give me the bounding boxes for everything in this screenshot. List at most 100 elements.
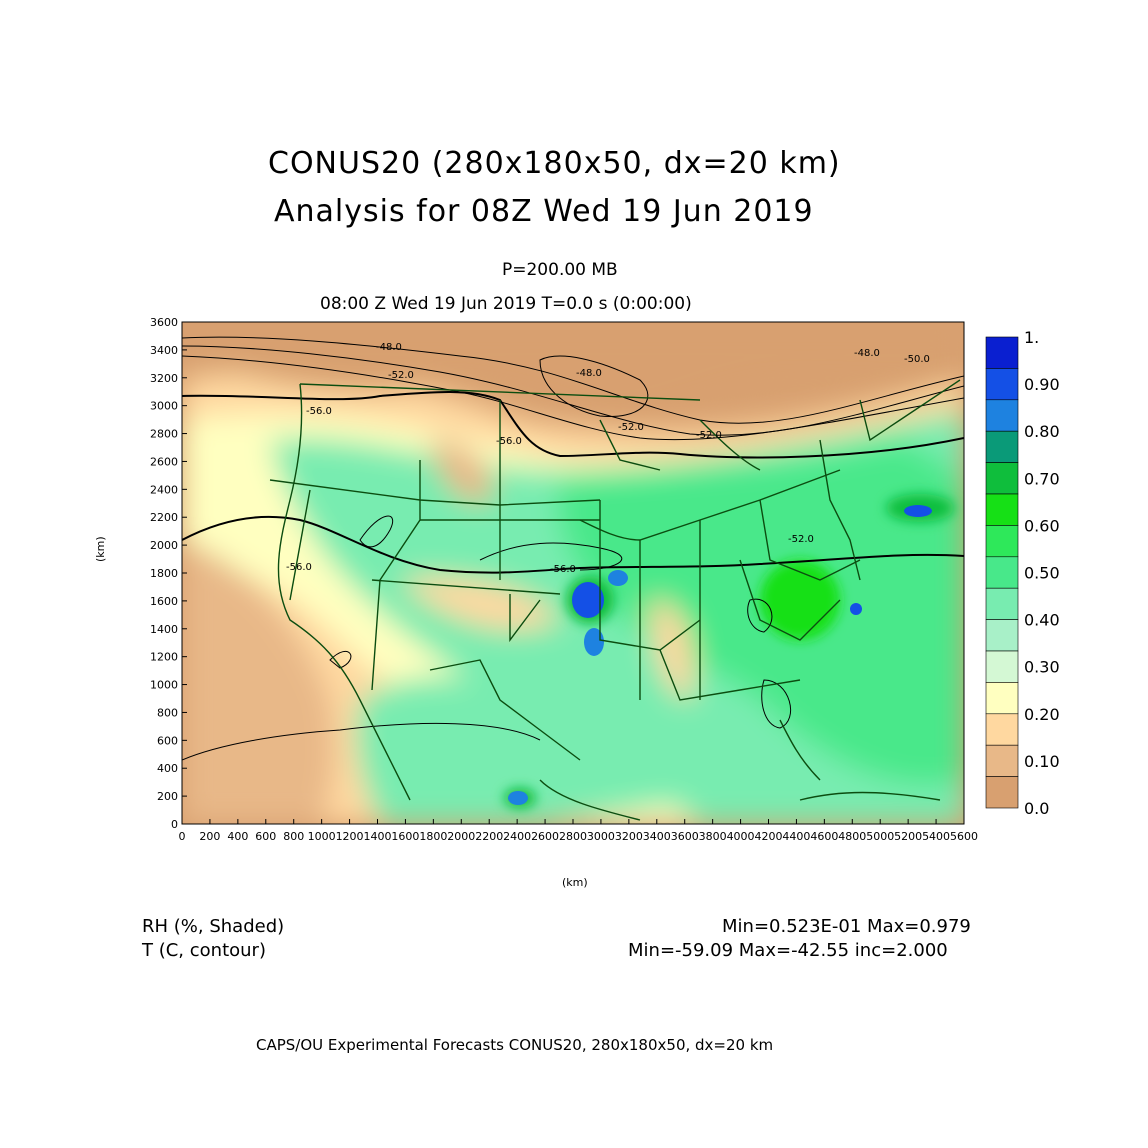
x-tick-label: 3800 [699,830,727,843]
x-tick-label: 5400 [922,830,950,843]
shaded-field-name: RH (%, Shaded) [142,916,285,937]
y-axis-unit: (km) [94,536,107,562]
x-tick-label: 2600 [531,830,559,843]
contour-label: -56.0 [286,562,312,573]
contour-field-stats: Min=-59.09 Max=-42.55 inc=2.000 [628,940,948,961]
colorbar: 1. 0.90 0.80 0.70 0.60 0.50 0.40 0.30 0.20 0.10 0.… [985,328,1060,818]
x-tick-label: 3600 [671,830,699,843]
x-tick-label: 1400 [364,830,392,843]
x-tick-label: 3000 [587,830,615,843]
x-tick-label: 4200 [755,830,783,843]
y-tick-label: 1800 [150,567,178,580]
y-tick-label: 2800 [150,428,178,441]
colorbar-swatch [985,682,1019,715]
colorbar-swatch [985,619,1019,652]
x-tick-label: 4400 [782,830,810,843]
y-tick-label: 200 [157,790,178,803]
valid-time-label: 08:00 Z Wed 19 Jun 2019 T=0.0 s (0:00:00… [320,294,692,314]
colorbar-label: 0.10 [1024,752,1060,771]
x-tick-label: 2800 [559,830,587,843]
contour-label: -56.0 [306,406,332,417]
x-axis-unit: (km) [562,876,588,889]
contour-label: -52.0 [388,370,414,381]
temperature-contours [182,336,964,761]
colorbar-swatch [985,430,1019,463]
contour-label: -52.0 [618,422,644,433]
colorbar-swatch [985,776,1019,809]
colorbar-swatch [985,336,1019,369]
y-tick-label: 2000 [150,539,178,552]
x-tick-label: 5000 [866,830,894,843]
footer-credit: CAPS/OU Experimental Forecasts CONUS20, … [256,1036,774,1054]
shaded-field: -48.0 -52.0 -56.0 -48.0 -52.0 -56.0 -56.… [182,322,964,824]
contour-label: -56.0 [550,564,576,575]
x-tick-label: 5200 [894,830,922,843]
colorbar-label: 0.60 [1024,516,1060,535]
y-tick-label: 1400 [150,623,178,636]
colorbar-swatch [985,399,1019,432]
title-line-2: Analysis for 08Z Wed 19 Jun 2019 [274,194,814,229]
x-tick-label: 800 [283,830,304,843]
x-tick-label: 600 [255,830,276,843]
y-tick-label: 3400 [150,344,178,357]
x-tick-label: 4600 [810,830,838,843]
contour-label: -48.0 [854,348,880,359]
x-tick-label: 2200 [475,830,503,843]
rh-maximum-blob [572,582,604,618]
political-boundaries [269,379,961,821]
colorbar-swatch [985,493,1019,526]
colorbar-swatch [985,587,1019,620]
level-label: P=200.00 MB [502,260,618,280]
colorbar-swatch [985,525,1019,558]
x-tick-label: 2400 [503,830,531,843]
y-tick-label: 400 [157,762,178,775]
x-tick-label: 3200 [615,830,643,843]
y-tick-label: 2400 [150,483,178,496]
x-tick-label: 1800 [419,830,447,843]
colorbar-label: 0.70 [1024,469,1060,488]
y-tick-label: 3200 [150,372,178,385]
y-tick-label: 1200 [150,651,178,664]
x-tick-label: 4800 [838,830,866,843]
contour-label: -50.0 [904,354,930,365]
colorbar-label: 1. [1024,328,1039,347]
y-tick-label: 600 [157,734,178,747]
y-tick-label: 0 [171,818,178,831]
colorbar-swatch [985,556,1019,589]
y-tick-label: 1600 [150,595,178,608]
x-axis: 0 200 400 600 800 1000 1200 1400 1600 1800 2000 220… [179,819,978,843]
colorbar-label: 0.20 [1024,705,1060,724]
contour-label: -48.0 [576,368,602,379]
x-tick-label: 1600 [391,830,419,843]
x-tick-label: 2000 [447,830,475,843]
colorbar-swatch [985,650,1019,683]
contour-field-name: T (C, contour) [142,940,266,961]
contour-label: -52.0 [788,534,814,545]
y-tick-label: 3000 [150,400,178,413]
y-tick-label: 2600 [150,455,178,468]
x-tick-label: 200 [199,830,220,843]
y-tick-label: 3600 [150,316,178,329]
x-tick-label: 400 [227,830,248,843]
colorbar-swatch [985,462,1019,495]
colorbar-swatch [985,744,1019,777]
x-tick-label: 5600 [950,830,978,843]
colorbar-swatch [985,368,1019,401]
x-tick-label: 0 [179,830,186,843]
colorbar-label: 0.90 [1024,375,1060,394]
colorbar-swatch [985,713,1019,746]
colorbar-label: 0.50 [1024,564,1060,583]
contour-label: -52.0 [696,430,722,441]
colorbar-label: 0.80 [1024,422,1060,441]
y-tick-label: 800 [157,706,178,719]
colorbar-label: 0.0 [1024,799,1049,818]
y-tick-label: 2200 [150,511,178,524]
y-tick-label: 1000 [150,679,178,692]
colorbar-label: 0.30 [1024,658,1060,677]
y-axis: 0 200 400 600 800 1000 1200 1400 1600 1800 2000 220… [150,316,187,831]
x-tick-label: 4000 [727,830,755,843]
title-line-1: CONUS20 (280x180x50, dx=20 km) [268,146,841,181]
shaded-field-stats: Min=0.523E-01 Max=0.979 [722,916,971,937]
contour-label: -56.0 [496,436,522,447]
